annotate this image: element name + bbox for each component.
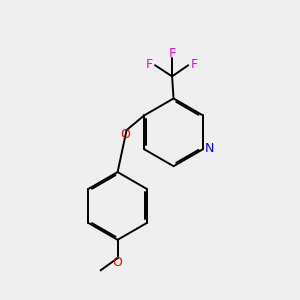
Text: F: F	[190, 58, 198, 71]
Text: F: F	[146, 58, 153, 71]
Text: F: F	[169, 47, 176, 60]
Text: O: O	[113, 256, 122, 269]
Text: N: N	[205, 142, 214, 155]
Text: O: O	[120, 128, 130, 141]
